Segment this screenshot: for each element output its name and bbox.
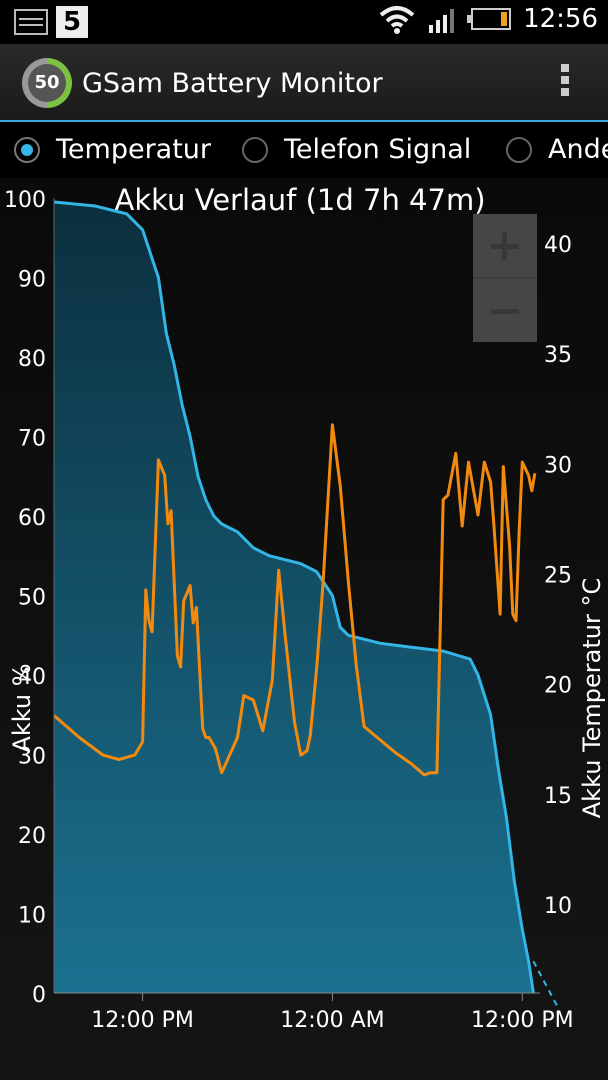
y-tick-label: 40 xyxy=(18,665,46,690)
series-line-layer xyxy=(53,200,560,1010)
y2-tick-label: 35 xyxy=(544,343,572,368)
radio-label: Telefon Signal xyxy=(284,134,472,165)
y-tick-label: 0 xyxy=(32,983,46,1008)
app-title: GSam Battery Monitor xyxy=(82,68,383,99)
radio-telefon-signal[interactable]: Telefon Signal xyxy=(242,134,471,165)
wifi-icon xyxy=(379,6,415,34)
x-tick-label: 12:00 AM xyxy=(280,1008,384,1033)
y-tick-label: 50 xyxy=(18,586,46,611)
y-tick-label: 20 xyxy=(18,824,46,849)
y2-tick-label: 30 xyxy=(544,453,572,478)
x-axis-ticks: 12:00 PM 12:00 AM 12:00 PM xyxy=(91,993,574,1033)
y-tick-label: 100 xyxy=(4,188,46,213)
overflow-menu-icon[interactable] xyxy=(560,64,570,104)
y2-tick-label: 15 xyxy=(544,784,572,809)
y-tick-label: 90 xyxy=(18,268,46,293)
y-tick-label: 10 xyxy=(18,904,46,929)
y-tick-label: 70 xyxy=(18,427,46,452)
right-axis-ticks: 10 15 20 25 30 35 40 xyxy=(544,233,572,919)
radio-unselected-icon[interactable] xyxy=(242,136,268,163)
radio-temperatur[interactable]: Temperatur xyxy=(14,134,211,165)
left-axis-ticks: 0 10 20 30 40 50 60 70 80 90 100 xyxy=(4,188,46,1008)
y-axis-label: Akku % xyxy=(8,663,36,752)
y2-tick-label: 20 xyxy=(544,674,572,699)
y2-tick-label: 40 xyxy=(544,233,572,258)
battery-icon xyxy=(467,8,512,30)
app-logo-icon[interactable]: 50 xyxy=(22,58,72,108)
radio-andere[interactable]: Ande xyxy=(506,134,608,165)
status-bar: 5 12:56 xyxy=(0,0,608,44)
clock: 12:56 xyxy=(523,4,598,34)
radio-label: Temperatur xyxy=(56,134,212,165)
battery-area-layer xyxy=(54,202,534,993)
x-tick-label: 12:00 PM xyxy=(471,1008,574,1033)
zoom-out-icon[interactable] xyxy=(473,278,537,341)
app-logo-badge: 50 xyxy=(28,64,66,102)
chart-title: Akku Verlauf (1d 7h 47m) xyxy=(114,183,485,217)
zoom-in-icon[interactable] xyxy=(473,214,537,278)
y-tick-label: 30 xyxy=(18,745,46,770)
notification-badge: 5 xyxy=(56,6,88,38)
y-tick-label: 80 xyxy=(18,347,46,372)
radio-selected-icon[interactable] xyxy=(14,136,40,163)
battery-series-line xyxy=(53,200,535,994)
battery-projection-line xyxy=(532,960,560,1010)
image-notification-icon xyxy=(14,9,48,35)
y2-axis-label: Akku Temperatur °C xyxy=(578,578,606,819)
y2-tick-label: 25 xyxy=(544,563,572,588)
radio-unselected-icon[interactable] xyxy=(506,136,532,163)
y2-tick-label: 10 xyxy=(544,894,572,919)
action-bar: 50 GSam Battery Monitor xyxy=(0,44,608,122)
temperature-series-line xyxy=(53,423,537,777)
radio-label: Ande xyxy=(548,134,608,165)
signal-icon xyxy=(429,9,455,33)
y-tick-label: 60 xyxy=(18,506,46,531)
x-tick-label: 12:00 PM xyxy=(91,1008,194,1033)
zoom-controls xyxy=(473,214,537,342)
battery-area xyxy=(54,202,534,993)
graph-option-radio-group: Temperatur Telefon Signal Ande xyxy=(0,126,608,178)
